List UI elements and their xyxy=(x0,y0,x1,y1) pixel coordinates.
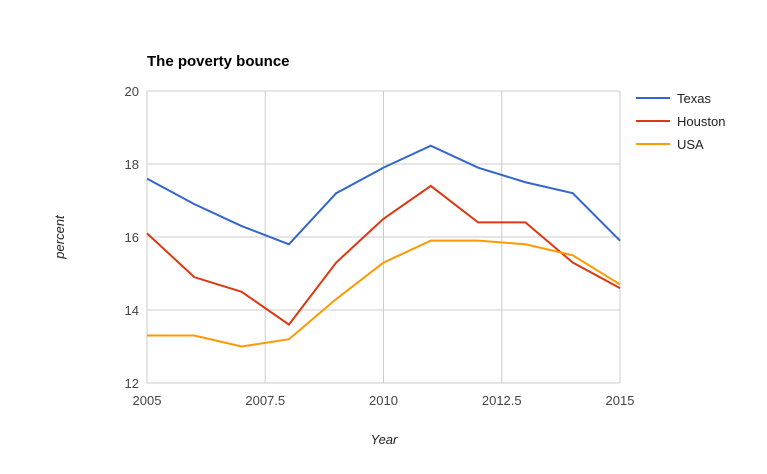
y-tick-label: 20 xyxy=(125,84,139,99)
legend-label: USA xyxy=(677,137,704,152)
x-tick-label: 2015 xyxy=(606,393,635,408)
x-tick-label: 2007.5 xyxy=(245,393,285,408)
grid xyxy=(146,90,621,384)
series-line-usa xyxy=(147,239,621,348)
x-tick-label: 2005 xyxy=(133,393,162,408)
x-axis-ticks: 2005 2007.5 2010 2012.5 2015 xyxy=(133,393,635,408)
y-tick-label: 12 xyxy=(125,376,139,391)
chart-title: The poverty bounce xyxy=(147,53,290,70)
y-tick-label: 18 xyxy=(125,157,139,172)
legend: Texas Houston USA xyxy=(636,91,725,152)
y-axis-label: percent xyxy=(52,214,67,260)
series-lines xyxy=(146,144,621,348)
series-line-houston xyxy=(146,184,621,326)
legend-label: Texas xyxy=(677,91,711,106)
legend-label: Houston xyxy=(677,114,725,129)
series-line-texas xyxy=(146,144,621,246)
x-tick-label: 2012.5 xyxy=(482,393,522,408)
y-tick-label: 14 xyxy=(125,303,139,318)
x-tick-label: 2010 xyxy=(369,393,398,408)
y-axis-ticks: 12 14 16 18 20 xyxy=(125,84,139,391)
x-axis-label: Year xyxy=(371,432,398,447)
y-tick-label: 16 xyxy=(125,230,139,245)
